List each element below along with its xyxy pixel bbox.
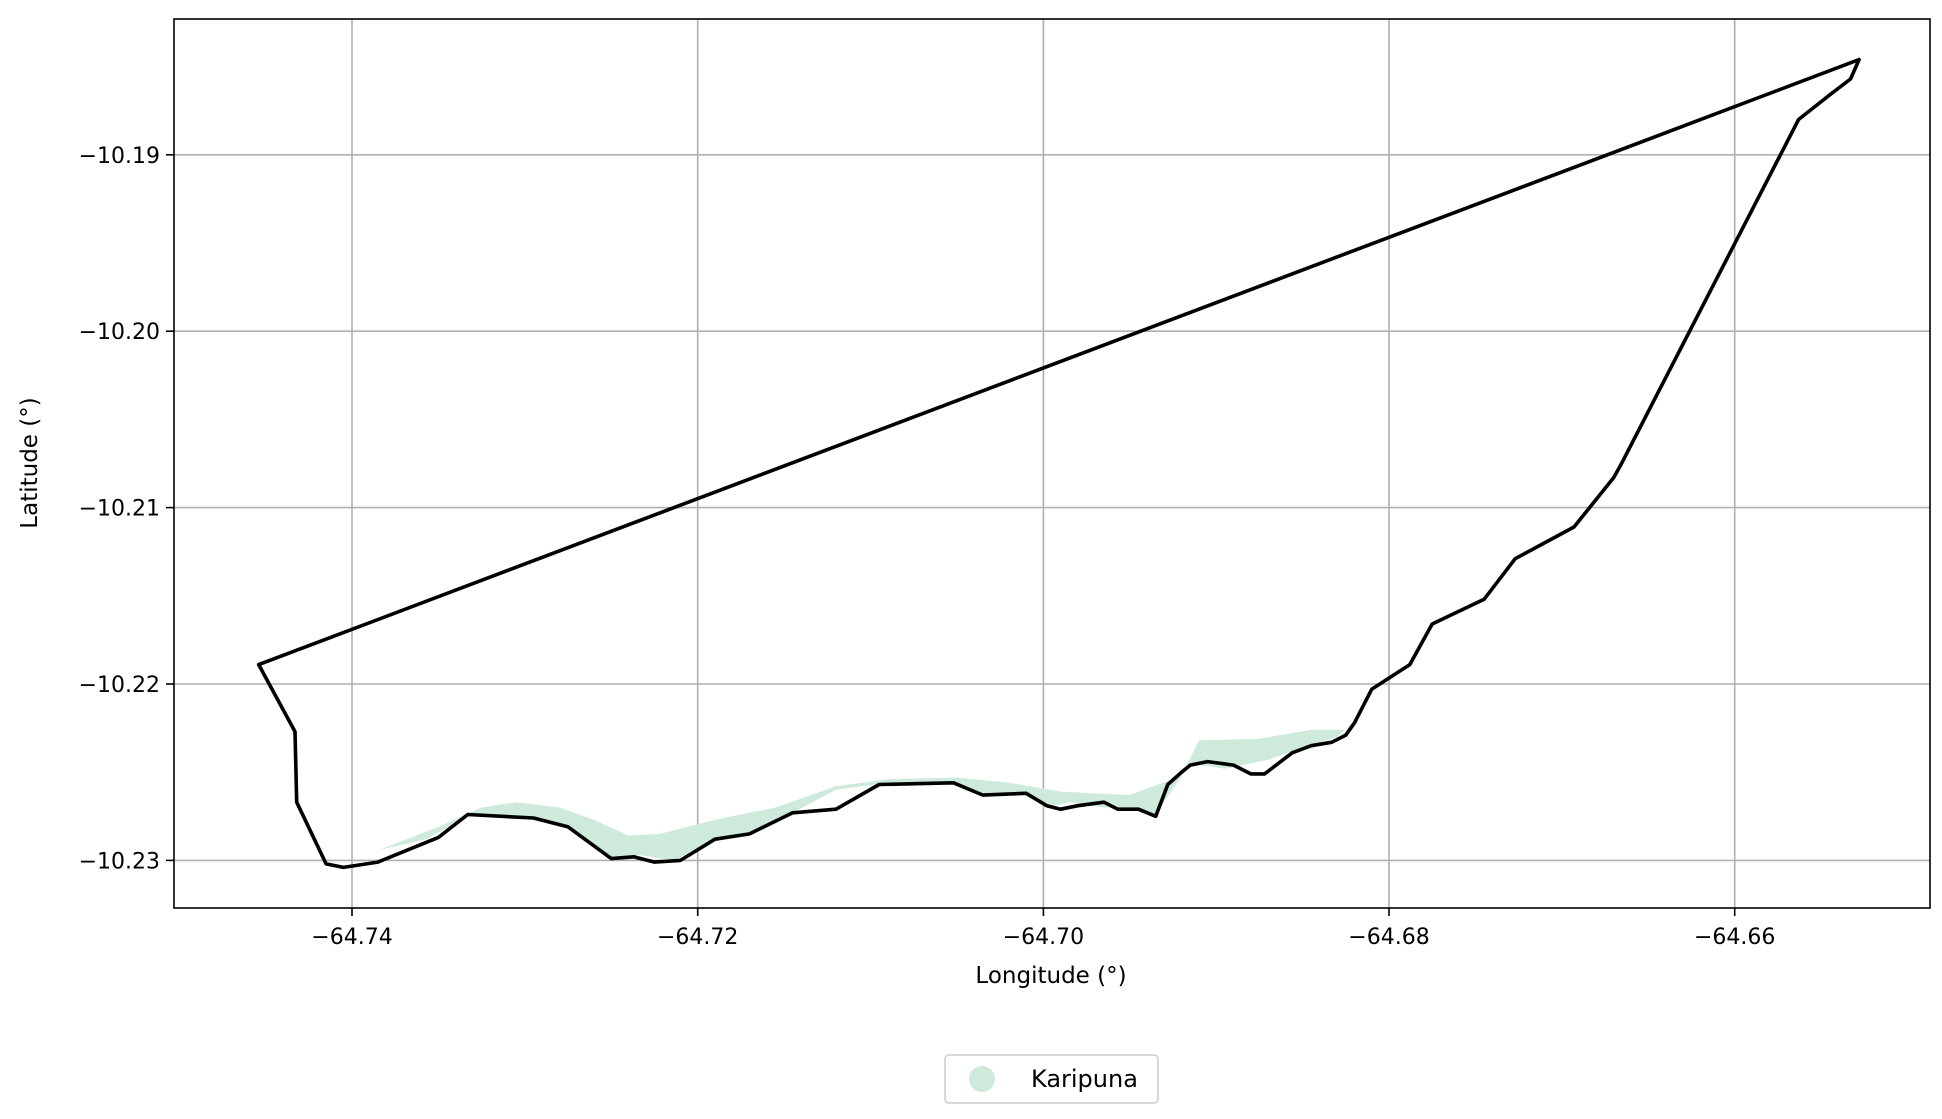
territory-boundary-line[interactable] [256,57,1861,870]
x-tick-label: −64.66 [1694,925,1775,950]
y-tick-label: −10.21 [79,497,160,522]
x-axis-ticks: −64.74 −64.72 −64.70 −64.68 −64.66 [311,908,1775,950]
y-axis-label: Latitude (°) [17,397,43,528]
x-tick-label: −64.68 [1348,925,1429,950]
x-axis-label: Longitude (°) [975,963,1126,989]
y-tick-label: −10.22 [79,673,160,698]
legend-box [944,1054,1159,1104]
legend: Karipuna [944,1054,1159,1104]
y-tick-label: −10.20 [79,320,160,345]
plot-frame [173,18,1931,909]
x-tick-label: −64.72 [657,925,738,950]
y-tick-label: −10.19 [79,144,160,169]
x-tick-label: −64.70 [1003,925,1084,950]
y-axis-ticks: −10.19 −10.20 −10.21 −10.22 −10.23 [79,144,174,874]
legend-label-karipuna: Karipuna [1031,1065,1138,1093]
legend-marker-karipuna [969,1066,995,1092]
karipuna-territory-area[interactable] [379,705,1372,861]
y-tick-label: −10.23 [79,849,160,874]
x-tick-label: −64.74 [311,925,392,950]
grid-lines [174,19,1930,908]
